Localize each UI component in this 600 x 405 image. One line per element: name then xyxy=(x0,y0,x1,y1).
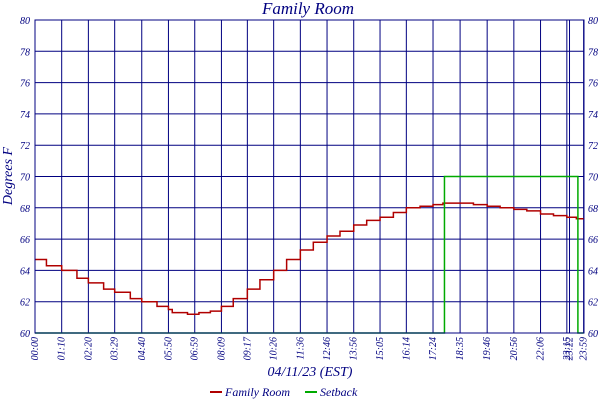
x-tick-label: 12:46 xyxy=(322,337,333,360)
series-line-family-room xyxy=(35,202,584,315)
y-tick-label-left: 64 xyxy=(20,266,30,277)
x-tick-label: 02:20 xyxy=(83,337,94,360)
x-tick-label: 10:26 xyxy=(269,337,280,360)
x-tick-label: 15:05 xyxy=(375,337,386,360)
x-tick-label: 17:24 xyxy=(428,337,439,360)
legend-label: Family Room xyxy=(224,385,290,399)
x-tick-label: 06:59 xyxy=(190,337,201,360)
x-axis-label: 04/11/23 (EST) xyxy=(268,365,353,380)
x-tick-label: 19:46 xyxy=(482,337,493,360)
x-tick-label: 13:56 xyxy=(349,337,360,360)
y-tick-label-right: 72 xyxy=(588,141,598,152)
y-tick-label-left: 78 xyxy=(20,47,30,58)
y-tick-label-right: 78 xyxy=(588,47,598,58)
series-layer xyxy=(35,175,584,334)
x-tick-label: 11:36 xyxy=(295,337,306,360)
y-tick-label-left: 76 xyxy=(20,79,30,90)
x-tick-label: 08:09 xyxy=(216,337,227,360)
y-tick-label-left: 62 xyxy=(20,298,30,309)
x-tick-label: 05:50 xyxy=(163,337,174,360)
x-tick-label: 23:15 xyxy=(562,337,573,360)
chart-title: Family Room xyxy=(261,0,354,18)
y-tick-label-left: 68 xyxy=(20,204,30,215)
x-tick-label: 20:56 xyxy=(509,337,520,360)
y-tick-label-left: 60 xyxy=(20,329,30,340)
x-tick-label: 16:14 xyxy=(401,337,412,360)
x-tick-label: 00:00 xyxy=(30,337,41,360)
legend-label: Setback xyxy=(320,385,358,399)
x-tick-label: 23:59 xyxy=(579,337,590,360)
x-tick-label: 04:40 xyxy=(137,337,148,360)
y-tick-label-left: 70 xyxy=(20,173,30,184)
y-tick-label-left: 80 xyxy=(20,16,30,27)
y-tick-label-right: 76 xyxy=(588,79,598,90)
y-tick-label-right: 60 xyxy=(588,329,598,340)
x-tick-label: 18:35 xyxy=(455,337,466,360)
y-tick-label-left: 74 xyxy=(20,110,30,121)
y-tick-label-right: 66 xyxy=(588,235,598,246)
series-line-setback xyxy=(35,175,584,334)
x-tick-label: 01:10 xyxy=(57,337,68,360)
x-tick-label: 09:17 xyxy=(242,336,253,360)
y-tick-label-right: 74 xyxy=(588,110,598,121)
y-axis-label: Degrees F xyxy=(1,146,16,206)
y-tick-label-right: 70 xyxy=(588,173,598,184)
y-tick-label-left: 66 xyxy=(20,235,30,246)
axes: 60 60 62 62 64 64 66 66 68 68 70 70 72 72 74 74 76 76 78 78… xyxy=(20,16,598,360)
y-tick-label-right: 62 xyxy=(588,298,598,309)
legend: Family Room Setback xyxy=(210,385,358,399)
x-tick-label: 03:29 xyxy=(110,337,121,360)
x-tick-label: 23:22 xyxy=(565,337,576,360)
y-tick-label-right: 68 xyxy=(588,204,598,215)
y-tick-label-right: 80 xyxy=(588,16,598,27)
y-tick-label-right: 64 xyxy=(588,266,598,277)
plot-frame xyxy=(34,19,585,334)
y-tick-label-left: 72 xyxy=(20,141,30,152)
x-tick-label: 22:06 xyxy=(536,337,547,360)
